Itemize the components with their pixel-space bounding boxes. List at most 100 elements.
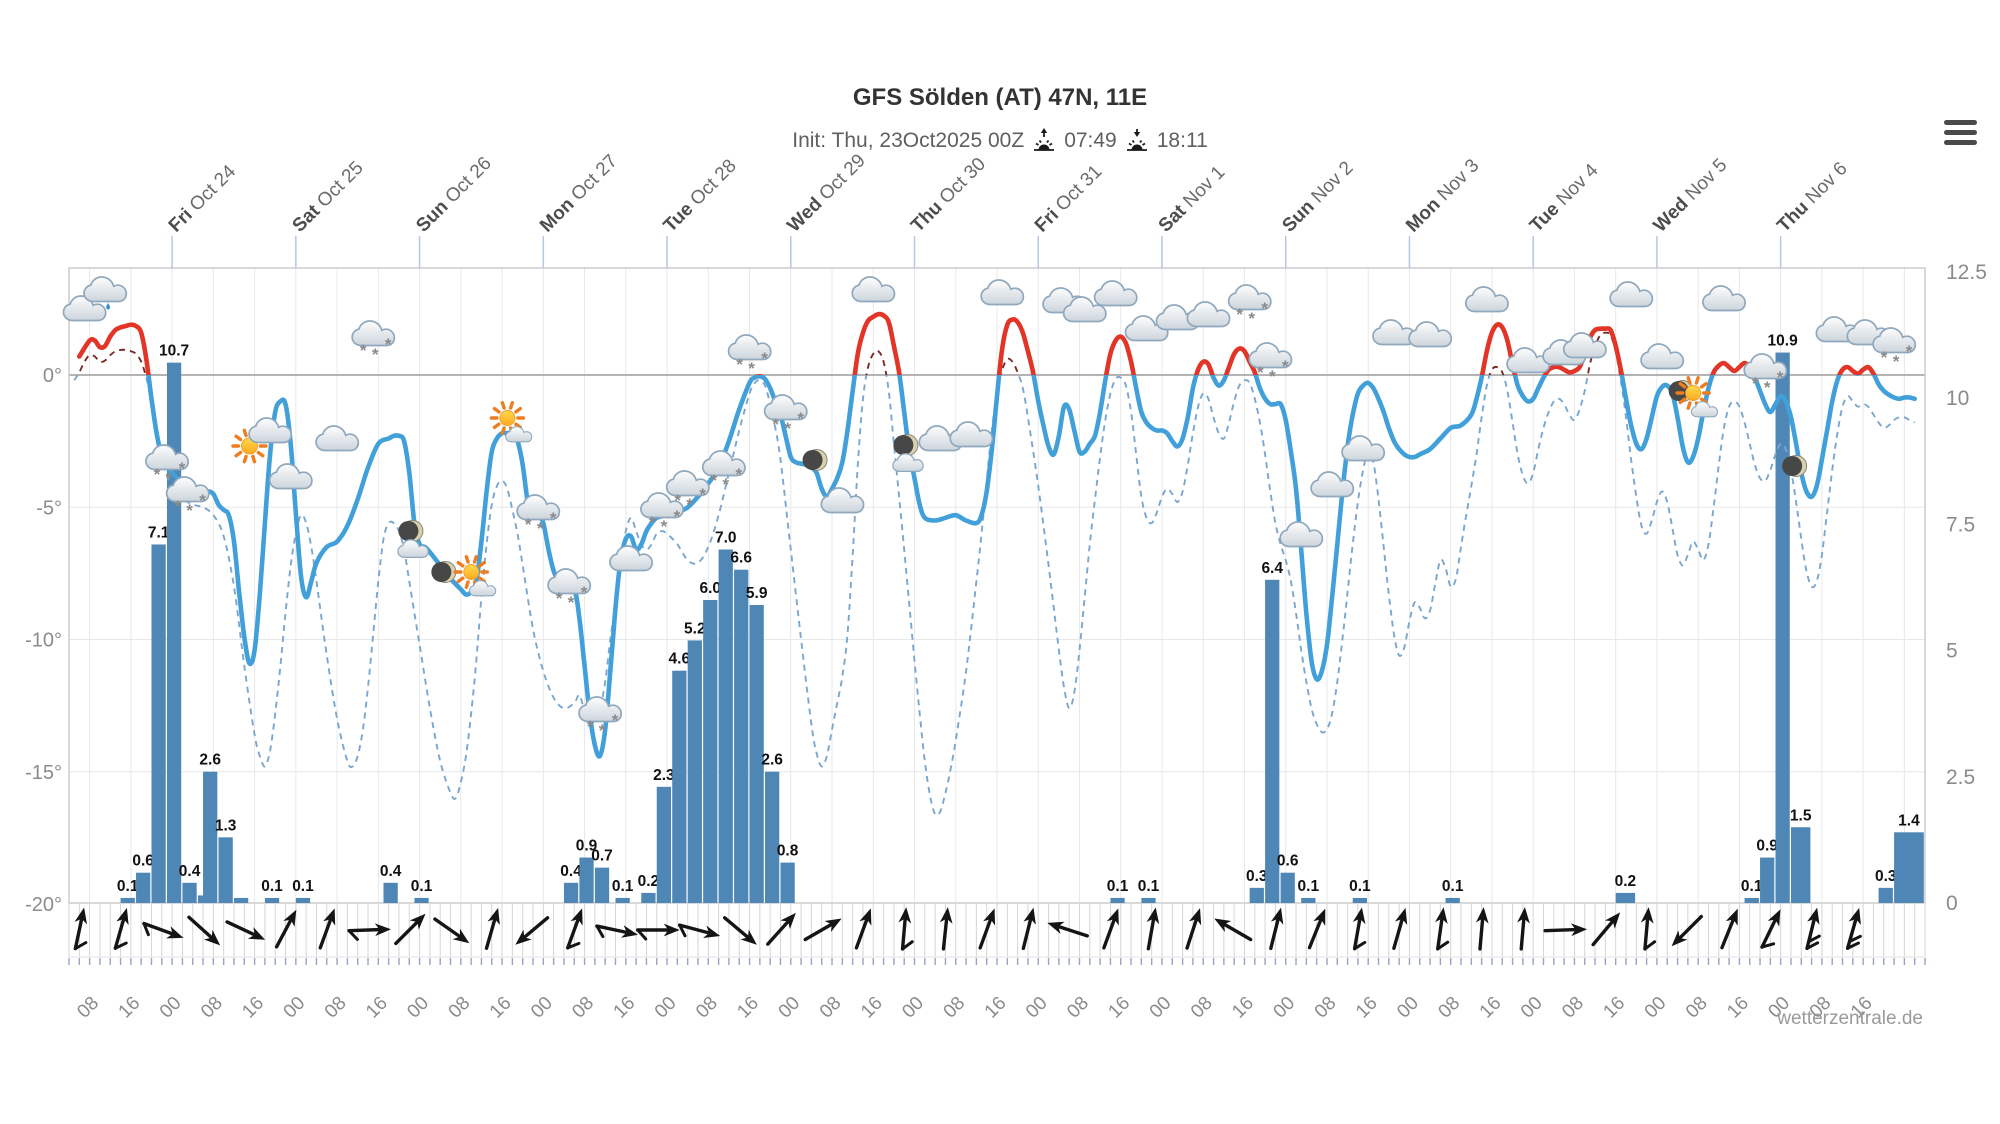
precip-value-label: 7.1	[148, 524, 170, 541]
cloud-icon	[1186, 301, 1231, 328]
precip-bar	[594, 867, 610, 903]
precip-bar	[1894, 832, 1924, 903]
precip-value-label: 1.3	[215, 817, 237, 834]
wind-barb	[854, 908, 872, 950]
svg-text:*: *	[1906, 342, 1913, 361]
cloud-shape	[1690, 401, 1719, 418]
sunrise-time: 07:49	[1064, 129, 1117, 152]
svg-text:*: *	[710, 471, 717, 490]
precip-bar	[615, 897, 630, 903]
precip-bar	[1775, 352, 1790, 903]
cloud-shape	[727, 334, 772, 361]
svg-text:*: *	[599, 721, 606, 740]
cloud-shape	[547, 568, 592, 595]
sunset-icon	[1126, 129, 1147, 151]
init-subtitle: Init: Thu, 23Oct2025 00Z 07:49 18:11	[0, 128, 2000, 154]
day-label: Sun Nov 2	[1278, 157, 1357, 236]
attribution-link[interactable]: wetterzentrale.de	[1777, 1008, 1923, 1029]
svg-text:*: *	[748, 359, 755, 378]
precip-value-label: 0.1	[117, 878, 139, 895]
svg-text:*: *	[674, 491, 681, 510]
precip-bar	[718, 549, 733, 903]
precip-bar	[1744, 897, 1759, 903]
cloud-icon	[268, 463, 313, 490]
svg-text:*: *	[1257, 363, 1264, 382]
cloud-shape	[1640, 343, 1685, 370]
precip-bar	[1141, 897, 1156, 903]
cloud-shape	[165, 476, 210, 503]
wind-barb	[1392, 907, 1408, 950]
precip-value-label: 0.1	[292, 878, 314, 895]
svg-text:*: *	[186, 501, 193, 520]
cloud-shape	[1609, 281, 1654, 308]
cloud-snow-icon: * * *	[701, 450, 746, 494]
precip-value-label: 0.2	[1615, 873, 1637, 890]
precip-value-label: 0.1	[1442, 878, 1464, 895]
cloud-shape	[505, 426, 533, 443]
day-label: Mon Nov 3	[1402, 155, 1483, 236]
svg-text:*: *	[1236, 305, 1243, 324]
precip-value-label: 2.6	[761, 752, 783, 769]
cloud-shape	[820, 487, 865, 514]
wind-barb	[347, 923, 392, 941]
precip-bars: 0.1 0.6 7.1 10.7 0.4 2.6 1.3 0.1 0.1 0.4 0.1 0.4 0.9…	[117, 333, 1924, 903]
cloud-icon	[1341, 435, 1386, 462]
precip-tick-label: 5	[1946, 640, 1958, 663]
svg-text:*: *	[1881, 348, 1888, 367]
weather-icons: * *** *** *** *** *** *** *** *** *** *** *** *** ***…	[62, 276, 1917, 740]
precip-value-label: 0.9	[576, 838, 598, 855]
cloud-icon	[1506, 347, 1551, 374]
temperature-curve	[146, 375, 1917, 759]
cloud-snow-icon: * * *	[1227, 284, 1272, 328]
precip-bar	[264, 897, 280, 903]
day-label: Sat Oct 25	[289, 157, 368, 236]
precip-bar	[1445, 897, 1460, 903]
cloud-icon	[820, 487, 865, 514]
cloud-icon	[949, 421, 994, 448]
day-label: Tue Nov 4	[1526, 160, 1603, 237]
moon-cloud-icon	[892, 434, 924, 472]
day-label: Thu Nov 6	[1773, 158, 1851, 236]
cloud-shape	[516, 494, 561, 521]
day-label: Sun Oct 26	[412, 153, 496, 237]
cloud-shape	[980, 279, 1025, 306]
cloud-shape	[83, 276, 128, 303]
precip-bar	[749, 605, 764, 903]
wind-barb	[1475, 907, 1489, 951]
cloud-icon	[1609, 281, 1654, 308]
hamburger-menu-icon[interactable]	[1944, 120, 1977, 150]
cloud-shape	[1464, 286, 1509, 313]
precip-value-label: 0.1	[261, 878, 283, 895]
wind-barb	[1047, 921, 1089, 938]
day-label: Thu Oct 30	[907, 154, 990, 237]
day-label: Wed Oct 29	[783, 150, 869, 236]
svg-text:*: *	[661, 517, 668, 536]
cloud-shape	[578, 696, 623, 723]
precip-value-label: 0.6	[1277, 853, 1299, 870]
precip-bar	[182, 882, 197, 903]
precip-value-label: 0.8	[777, 843, 799, 860]
cloud-shape	[609, 545, 654, 572]
wind-barb	[484, 907, 500, 950]
precip-bar	[1760, 857, 1775, 903]
moon-icon	[431, 561, 457, 583]
precip-value-label: 0.1	[1349, 878, 1371, 895]
svg-text:*: *	[1893, 352, 1900, 371]
svg-text:*: *	[154, 465, 161, 484]
cloud-shape	[1062, 296, 1107, 323]
cloud-shape	[397, 539, 429, 558]
wind-barb	[978, 908, 996, 950]
day-label: Tue Oct 28	[660, 155, 741, 236]
precip-bar	[295, 897, 311, 903]
wind-barb	[225, 920, 266, 940]
precip-value-label: 2.3	[653, 767, 675, 784]
svg-text:*: *	[587, 717, 594, 736]
cloud-icon	[1310, 471, 1355, 498]
wind-barb	[898, 907, 914, 951]
svg-text:*: *	[1248, 309, 1255, 328]
sun-cloud-icon	[489, 401, 533, 443]
cloud-shape	[1341, 435, 1386, 462]
precip-bar	[563, 882, 579, 903]
sun-cloud-icon	[1675, 376, 1719, 418]
cloud-snow-icon: * * *	[578, 696, 623, 740]
